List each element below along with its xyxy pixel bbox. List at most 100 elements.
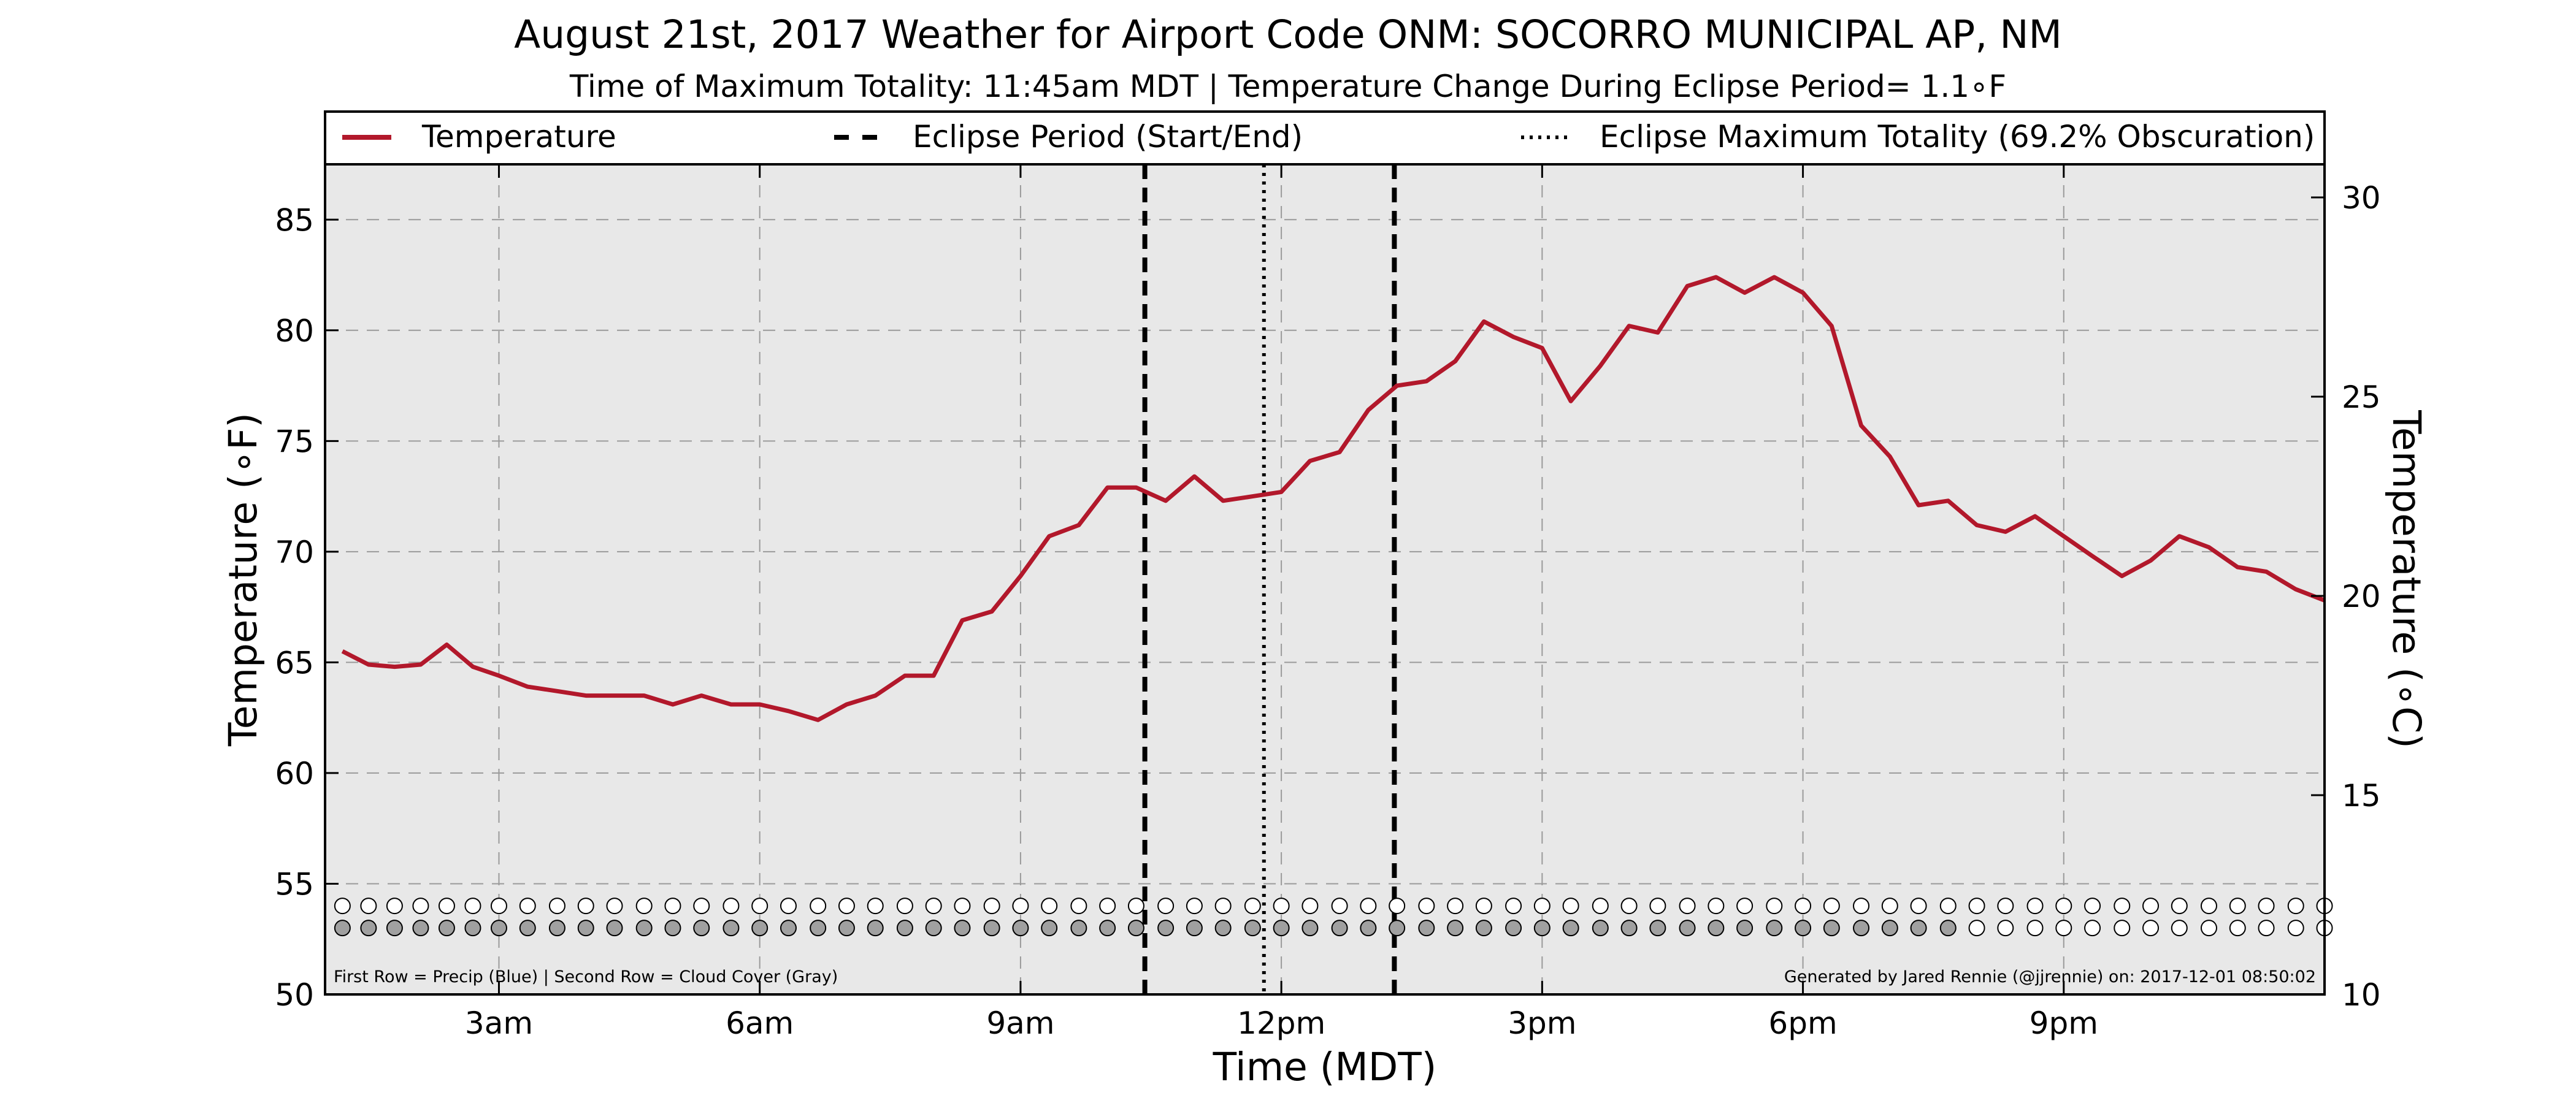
precip-marker [810, 898, 827, 915]
precip-marker [1301, 898, 1319, 915]
x-axis: 3am 6am 9am 12pm 3pm 6pm 9pm [465, 164, 2098, 1041]
cloud-marker [751, 920, 769, 937]
precip-marker [635, 898, 653, 915]
precip-marker [577, 898, 594, 915]
x-tick-label: 3pm [1508, 1005, 1576, 1041]
y-tick-label-left: 80 [275, 313, 314, 349]
precip-marker [1157, 898, 1175, 915]
cloud-marker [1475, 920, 1492, 937]
precip-marker [1273, 898, 1290, 915]
x-tick-label: 3am [465, 1005, 533, 1041]
x-tick-label: 6am [726, 1005, 794, 1041]
precip-marker [386, 898, 403, 915]
cloud-marker [334, 920, 351, 937]
precip-marker [1505, 898, 1522, 915]
cloud-precip-markers [334, 898, 2333, 937]
y-tick-label-right: 20 [2342, 579, 2381, 614]
x-tick-label: 9pm [2030, 1005, 2098, 1041]
y-tick-label-left: 50 [275, 977, 314, 1013]
precip-marker [2287, 898, 2304, 915]
y-axis-left: 50 55 60 65 70 75 80 85 [275, 202, 339, 1013]
x-tick-label: 12pm [1237, 1005, 1325, 1041]
precip-marker [1012, 898, 1029, 915]
cloud-marker [1331, 920, 1348, 937]
cloud-marker [438, 920, 455, 937]
chart-title: August 21st, 2017 Weather for Airport Co… [514, 12, 2062, 57]
footer-note-left: First Row = Precip (Blue) | Second Row =… [334, 967, 838, 986]
cloud-marker [1562, 920, 1579, 937]
precip-marker [925, 898, 942, 915]
cloud-marker [1273, 920, 1290, 937]
cloud-marker [606, 920, 623, 937]
precip-marker [664, 898, 681, 915]
plot-area [325, 164, 2325, 994]
precip-marker [2084, 898, 2101, 915]
precip-marker [1997, 898, 2014, 915]
precip-marker [2142, 898, 2160, 915]
precip-marker [412, 898, 429, 915]
precip-marker [1679, 898, 1696, 915]
cloud-marker [693, 920, 710, 937]
cloud-marker [1766, 920, 1783, 937]
cloud-marker [1244, 920, 1261, 937]
cloud-marker [2229, 920, 2246, 937]
cloud-marker [1157, 920, 1175, 937]
cloud-marker [1127, 920, 1144, 937]
precip-marker [1562, 898, 1579, 915]
precip-marker [1099, 898, 1116, 915]
cloud-marker [1620, 920, 1638, 937]
cloud-marker [1389, 920, 1406, 937]
y-tick-label-left: 65 [275, 645, 314, 681]
cloud-marker [490, 920, 507, 937]
precip-marker [2229, 898, 2246, 915]
cloud-marker [1447, 920, 1464, 937]
eclipse-lines [1142, 164, 1397, 994]
precip-marker [1475, 898, 1492, 915]
precip-marker [2200, 898, 2217, 915]
precip-marker [606, 898, 623, 915]
y-tick-label-left: 70 [275, 535, 314, 570]
cloud-marker [896, 920, 913, 937]
precip-marker [723, 898, 740, 915]
precip-marker [519, 898, 536, 915]
cloud-marker [1186, 920, 1203, 937]
cloud-marker [2142, 920, 2160, 937]
precip-marker [1447, 898, 1464, 915]
precip-marker [1070, 898, 1087, 915]
cloud-marker [386, 920, 403, 937]
precip-marker [1186, 898, 1203, 915]
precip-marker [360, 898, 377, 915]
y-tick-label-right: 25 [2342, 379, 2381, 415]
precip-marker [1795, 898, 1812, 915]
cloud-marker [412, 920, 429, 937]
precip-marker [464, 898, 481, 915]
cloud-marker [1533, 920, 1551, 937]
precip-marker [2055, 898, 2072, 915]
precip-marker [1853, 898, 1870, 915]
cloud-marker [723, 920, 740, 937]
precip-marker [2258, 898, 2275, 915]
cloud-marker [1795, 920, 1812, 937]
precip-marker [1736, 898, 1754, 915]
cloud-marker [1939, 920, 1957, 937]
precip-marker [751, 898, 769, 915]
y-tick-label-left: 75 [275, 424, 314, 459]
x-axis-label: Time (MDT) [1213, 1045, 1437, 1089]
cloud-marker [1099, 920, 1116, 937]
cloud-marker [2026, 920, 2044, 937]
precip-marker [1910, 898, 1927, 915]
precip-marker [983, 898, 1000, 915]
cloud-marker [1910, 920, 1927, 937]
y-tick-label-left: 85 [275, 202, 314, 238]
grid-lines [325, 164, 2325, 994]
cloud-marker [1418, 920, 1435, 937]
footer-note-right: Generated by Jared Rennie (@jjrennie) on… [1784, 967, 2316, 986]
legend: Temperature Eclipse Period (Start/End) E… [324, 110, 2326, 166]
temperature-line [341, 275, 2326, 722]
y-tick-label-left: 55 [275, 866, 314, 902]
cloud-marker [954, 920, 971, 937]
precip-marker [896, 898, 913, 915]
precip-marker [780, 898, 797, 915]
